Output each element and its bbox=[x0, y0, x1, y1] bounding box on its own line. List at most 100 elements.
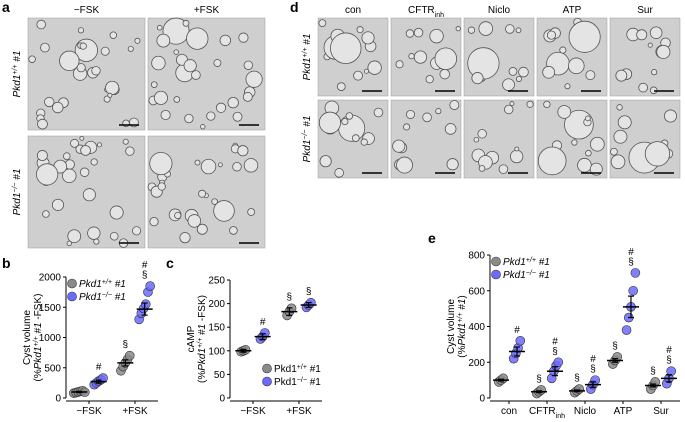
cyst bbox=[109, 31, 118, 39]
significance-marker: § bbox=[306, 287, 312, 298]
text-part: con bbox=[501, 406, 517, 417]
cyst bbox=[87, 226, 101, 240]
panel-label: b bbox=[2, 255, 11, 271]
text-part: Pkd1 bbox=[503, 257, 526, 268]
panel-label: e bbox=[428, 230, 436, 246]
text-part: Pkd1 bbox=[79, 279, 102, 290]
text-part: +/+ bbox=[526, 257, 536, 264]
cyst bbox=[232, 162, 242, 172]
text-part: #1 bbox=[112, 279, 126, 290]
significance-marker: § bbox=[612, 341, 618, 352]
cyst bbox=[238, 32, 249, 43]
cyst bbox=[97, 142, 103, 148]
y-tick-label: 1500 bbox=[39, 303, 62, 314]
legend-label: Pkd1−/− #1 bbox=[274, 377, 321, 389]
cyst bbox=[67, 229, 82, 244]
y-axis-label: (%Pkd1+/+ #1 -FSK) bbox=[197, 295, 209, 383]
text-part: Pkd1 bbox=[12, 193, 23, 216]
text-part: Niclo bbox=[488, 5, 511, 16]
cyst bbox=[318, 111, 342, 134]
cyst bbox=[345, 112, 354, 120]
cyst bbox=[66, 240, 72, 246]
data-point bbox=[515, 335, 526, 346]
x-tick-label: +FSK bbox=[286, 406, 312, 417]
text-part: −/− bbox=[526, 270, 536, 277]
significance-marker: § bbox=[590, 364, 596, 375]
cyst bbox=[413, 27, 424, 38]
row-label: Pkd1−/− #1 bbox=[302, 116, 314, 163]
data-point bbox=[553, 357, 564, 368]
y-axis-label: Cyst volume bbox=[446, 299, 457, 354]
cyst bbox=[392, 139, 406, 153]
text-part: Cyst volume bbox=[446, 299, 457, 354]
cyst bbox=[615, 69, 628, 82]
cyst bbox=[187, 214, 202, 228]
cyst bbox=[156, 33, 171, 48]
text-part: Pkd1 bbox=[79, 292, 102, 303]
text-part: (% bbox=[33, 369, 44, 381]
cyst bbox=[446, 158, 459, 171]
x-tick-label: Niclo bbox=[574, 406, 597, 417]
text-part: ) bbox=[457, 295, 468, 298]
text-part: Pkd1 bbox=[274, 364, 297, 375]
cyst bbox=[318, 19, 327, 28]
y-tick-label: 100 bbox=[208, 346, 225, 357]
cyst bbox=[82, 188, 96, 202]
y-tick-label: 400 bbox=[468, 322, 485, 333]
cyst bbox=[215, 102, 227, 113]
cyst bbox=[44, 96, 55, 108]
cyst bbox=[243, 60, 254, 70]
cyst bbox=[559, 46, 567, 54]
y-axis-label: Cyst volume bbox=[22, 310, 33, 365]
cyst bbox=[585, 70, 596, 81]
text-part: +FSK bbox=[122, 406, 148, 417]
text-part: #1 bbox=[457, 299, 468, 313]
data-point bbox=[630, 268, 641, 278]
cyst bbox=[647, 42, 653, 48]
text-part: #1 bbox=[12, 169, 23, 183]
cyst bbox=[455, 26, 461, 32]
significance-marker: # bbox=[260, 317, 266, 328]
legend-marker bbox=[262, 376, 272, 387]
data-point bbox=[621, 325, 632, 335]
text-part: Niclo bbox=[574, 406, 597, 417]
x-tick-label: Sur bbox=[653, 406, 669, 417]
cyst bbox=[405, 29, 415, 38]
cyst bbox=[77, 27, 85, 34]
significance-marker: # bbox=[96, 362, 102, 373]
text-part: (% bbox=[197, 371, 208, 383]
significance-marker: § bbox=[628, 257, 634, 268]
text-part: +FSK bbox=[194, 5, 220, 16]
cyst bbox=[651, 69, 658, 76]
cyst bbox=[403, 123, 411, 131]
cyst bbox=[206, 111, 216, 121]
cyst bbox=[62, 152, 71, 160]
cyst bbox=[243, 158, 259, 173]
text-part: #1 bbox=[12, 51, 23, 65]
cyst bbox=[80, 145, 91, 156]
cyst bbox=[656, 44, 671, 59]
cyst bbox=[229, 226, 238, 235]
cyst bbox=[444, 123, 457, 135]
text-part: Pkd1 bbox=[302, 58, 313, 81]
y-tick-label: 150 bbox=[208, 323, 225, 334]
y-tick-label: 50 bbox=[214, 370, 226, 381]
cyst bbox=[149, 217, 159, 227]
significance-marker: § bbox=[552, 346, 558, 357]
micrograph bbox=[463, 99, 535, 179]
cyst bbox=[435, 108, 442, 115]
cyst bbox=[616, 104, 623, 111]
data-point bbox=[145, 281, 155, 291]
cyst bbox=[564, 83, 571, 90]
cyst bbox=[504, 104, 514, 115]
cyst bbox=[330, 32, 362, 64]
cyst bbox=[173, 96, 181, 103]
cyst bbox=[62, 168, 77, 184]
cyst bbox=[103, 95, 111, 103]
text-part: #1 bbox=[307, 364, 321, 375]
legend-label: Pkd1+/+ #1 bbox=[503, 257, 550, 269]
cyst bbox=[157, 182, 166, 191]
text-part: Pkd1 bbox=[503, 270, 526, 281]
cyst bbox=[546, 30, 557, 40]
data-point bbox=[590, 375, 600, 385]
